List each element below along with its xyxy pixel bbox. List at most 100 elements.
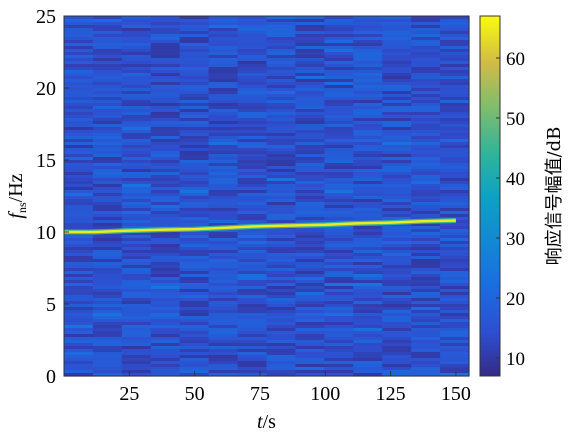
heatmap-cell [324, 40, 354, 44]
heatmap-cell [208, 349, 239, 353]
heatmap-cell [324, 43, 354, 47]
heatmap-cell [150, 40, 181, 44]
heatmap-cell [237, 136, 268, 140]
heatmap-cell [64, 40, 94, 44]
x-tick-label: 25 [119, 383, 139, 405]
heatmap-cell [150, 154, 181, 158]
heatmap-cell [382, 355, 412, 359]
heatmap-cell [411, 40, 441, 44]
heatmap-cell [411, 373, 441, 377]
heatmap-cell [353, 58, 383, 62]
heatmap-cell [64, 310, 94, 314]
heatmap-cell [237, 82, 268, 86]
heatmap-cell [411, 352, 441, 356]
heatmap-cell [440, 280, 470, 284]
heatmap-cell [440, 166, 470, 170]
heatmap-cell [324, 115, 354, 119]
heatmap-cell [440, 289, 470, 293]
heatmap-cell [121, 19, 152, 23]
heatmap-cell [411, 247, 441, 251]
heatmap-cell [150, 361, 181, 365]
heatmap-cell [64, 199, 94, 203]
heatmap-cell [179, 295, 210, 299]
heatmap-cell [440, 211, 470, 215]
heatmap-cell [411, 79, 441, 83]
heatmap-cell [179, 142, 210, 146]
heatmap-cell [208, 49, 239, 53]
colorbar-tick-label: 40 [506, 169, 525, 190]
heatmap-cell [266, 127, 297, 131]
heatmap-cell [121, 118, 152, 122]
heatmap-cell [92, 316, 123, 320]
heatmap-cell [266, 241, 297, 245]
heatmap-cell [353, 322, 383, 326]
heatmap-cell [411, 34, 441, 38]
heatmap-cell [324, 31, 354, 35]
heatmap-cell [382, 199, 412, 203]
heatmap-cell [382, 163, 412, 167]
heatmap-cell [64, 136, 94, 140]
heatmap-cell [121, 289, 152, 293]
heatmap-cell [382, 271, 412, 275]
heatmap-cell [266, 325, 297, 329]
heatmap-cell [121, 160, 152, 164]
heatmap-cell [150, 313, 181, 317]
heatmap-cell [440, 97, 470, 101]
heatmap-cell [179, 25, 210, 29]
heatmap-cell [237, 157, 268, 161]
heatmap-cell [179, 274, 210, 278]
heatmap-cell [440, 142, 470, 146]
heatmap-cell [64, 142, 94, 146]
heatmap-cell [64, 181, 94, 185]
heatmap-cell [295, 295, 325, 299]
heatmap-cell [411, 286, 441, 290]
heatmap-cell [92, 58, 123, 62]
heatmap-cell [92, 37, 123, 41]
heatmap-cell [353, 295, 383, 299]
heatmap-cell [382, 172, 412, 176]
heatmap-cell [92, 49, 123, 53]
heatmap-cell [382, 121, 412, 125]
heatmap-cell [411, 16, 441, 20]
heatmap-cell [353, 91, 383, 95]
heatmap-cell [266, 31, 297, 35]
heatmap-cell [64, 202, 94, 206]
heatmap-cell [150, 166, 181, 170]
heatmap-cell [440, 103, 470, 107]
heatmap-cell [295, 196, 325, 200]
heatmap-cell [92, 145, 123, 149]
heatmap-cell [150, 301, 181, 305]
heatmap-cell [353, 139, 383, 143]
heatmap-cell [411, 142, 441, 146]
heatmap-cell [295, 25, 325, 29]
heatmap-cell [92, 97, 123, 101]
heatmap-cell [266, 301, 297, 305]
heatmap-cell [150, 217, 181, 221]
heatmap-cell [150, 205, 181, 209]
heatmap-cell [179, 190, 210, 194]
heatmap-cell [295, 31, 325, 35]
heatmap-cell [208, 358, 239, 362]
heatmap-cell [208, 106, 239, 110]
heatmap-cell [121, 73, 152, 77]
heatmap-cell [150, 100, 181, 104]
heatmap-cell [266, 163, 297, 167]
heatmap-cell [440, 115, 470, 119]
heatmap-cell [266, 262, 297, 266]
heatmap-cell [266, 259, 297, 263]
heatmap-cell [324, 268, 354, 272]
heatmap-cell [295, 73, 325, 77]
heatmap-cell [64, 100, 94, 104]
heatmap-cell [92, 115, 123, 119]
heatmap-cell [353, 343, 383, 347]
heatmap-cell [150, 82, 181, 86]
heatmap-cell [295, 253, 325, 257]
heatmap-cell [266, 103, 297, 107]
heatmap-cell [353, 259, 383, 263]
heatmap-cell [64, 175, 94, 179]
heatmap-cell [440, 223, 470, 227]
heatmap-cell [353, 43, 383, 47]
heatmap-cell [440, 46, 470, 50]
heatmap-cell [179, 37, 210, 41]
heatmap-cell [150, 358, 181, 362]
